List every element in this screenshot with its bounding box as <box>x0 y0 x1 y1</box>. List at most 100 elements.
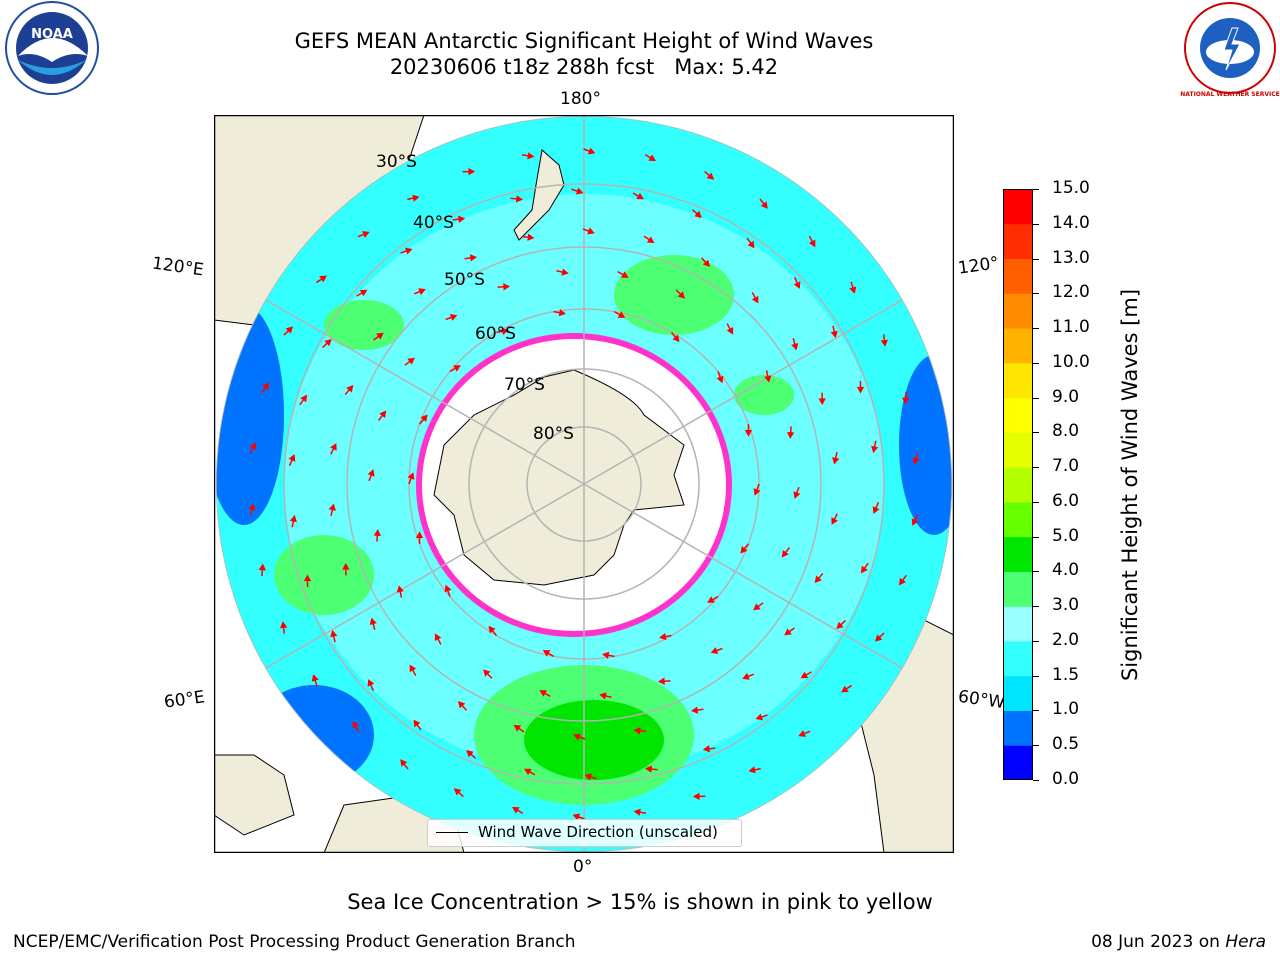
wave-direction-arrowhead <box>748 766 756 774</box>
colorbar-tick-label: 10.0 <box>1052 351 1090 372</box>
wave-direction-arrowhead <box>793 281 801 289</box>
wave-direction-arrowhead <box>396 585 404 593</box>
wave-direction-arrowhead <box>702 259 711 267</box>
colorbar-tick-mark <box>1033 536 1039 538</box>
colorbar-tick-mark <box>1033 780 1039 781</box>
wave-direction-arrowhead <box>458 215 466 223</box>
wave-direction-arrowhead <box>849 286 857 294</box>
wave-direction-arrowhead <box>636 192 644 200</box>
wave-direction-arrowhead <box>690 706 699 714</box>
wave-direction-arrowhead <box>659 632 667 641</box>
wave-direction-arrowhead <box>753 603 761 611</box>
wave-direction-arrowhead <box>501 327 509 336</box>
wave-direction-arrowhead <box>330 629 338 638</box>
wave-direction-arrowhead <box>726 326 734 335</box>
wave-direction-arrowhead <box>346 385 354 393</box>
wave-direction-arrowhead <box>420 414 428 423</box>
wave-direction-arrowhead <box>760 201 768 209</box>
colorbar-tick-mark <box>1033 640 1039 642</box>
wave-direction-arrowhead <box>324 339 332 347</box>
wave-direction-arrowhead <box>469 254 478 262</box>
wave-direction-arrowhead <box>561 268 569 276</box>
wave-direction-arrowhead <box>617 311 626 318</box>
noaa-logo-text: NOAA <box>31 27 73 42</box>
colorbar-tick-mark <box>1033 467 1039 469</box>
footer-host: Hera <box>1225 932 1266 952</box>
footer-date-text: 08 Jun 2023 on <box>1091 932 1226 952</box>
wave-direction-arrowhead <box>692 792 700 801</box>
wave-direction-arrowhead <box>483 669 491 677</box>
wave-direction-arrowhead <box>527 152 535 160</box>
land-antarctica <box>433 369 685 586</box>
colorbar-tick-label: 0.0 <box>1052 769 1080 789</box>
wave-direction-arrowhead <box>407 472 415 480</box>
wave-direction-arrowhead <box>503 283 511 291</box>
lat-label-50s: 50°S <box>444 270 485 290</box>
colorbar-tick-mark <box>1033 397 1039 399</box>
colorbar-tick-label: 11.0 <box>1052 317 1090 338</box>
wave-direction-arrowhead <box>787 431 795 439</box>
footer-date: 08 Jun 2023 on Hera <box>1091 932 1266 952</box>
wave-direction-arrowhead <box>288 454 296 462</box>
wave-direction-arrowhead <box>755 713 763 721</box>
colorbar-tick-mark <box>1033 258 1039 260</box>
wave-direction-arrowhead <box>798 730 806 737</box>
wave-direction-arrowhead <box>808 239 816 248</box>
lat-label-80s: 80°S <box>533 424 574 444</box>
wave-direction-arrowhead <box>453 365 461 372</box>
wave-direction-arrowhead <box>898 577 906 586</box>
colorbar-tick-mark <box>1033 606 1039 608</box>
colorbar <box>1003 189 1033 780</box>
colorbar-border <box>1003 189 1033 780</box>
wave-direction-arrowhead <box>575 187 584 195</box>
colorbar-segment <box>1003 467 1033 503</box>
wave-direction-arrowhead <box>444 584 452 593</box>
colorbar-tick-mark <box>1033 501 1039 503</box>
colorbar-segment <box>1003 710 1033 746</box>
wave-direction-arrowhead <box>415 531 424 538</box>
wave-direction-arrowhead <box>602 651 610 659</box>
legend-label: Wind Wave Direction (unscaled) <box>478 823 718 841</box>
sea-ice-note: Sea Ice Concentration > 15% is shown in … <box>347 890 933 914</box>
nws-logo: NATIONAL WEATHER SERVICE <box>1180 2 1280 98</box>
wave-direction-arrowhead <box>405 247 413 255</box>
wave-direction-arrowhead <box>621 271 629 278</box>
polar-map <box>214 115 954 853</box>
wave-direction-arrowhead <box>716 375 724 384</box>
colorbar-tick-label: 4.0 <box>1052 560 1080 581</box>
colorbar-tick-label: 1.5 <box>1052 664 1080 685</box>
colorbar-segment <box>1003 397 1033 433</box>
wave-direction-arrowhead <box>912 457 920 465</box>
footer-credit: NCEP/EMC/Verification Post Processing Pr… <box>13 932 576 952</box>
wave-direction-arrowhead <box>524 768 532 776</box>
wave-direction-arrowhead <box>330 443 337 451</box>
colorbar-tick-label: 3.0 <box>1052 595 1080 616</box>
wave-direction-arrowhead <box>791 343 799 351</box>
colorbar-segment <box>1003 328 1033 364</box>
colorbar-tick-label: 14.0 <box>1052 212 1090 233</box>
wave-direction-arrowhead <box>367 469 375 477</box>
colorbar-tick-label: 15.0 <box>1052 178 1090 198</box>
colorbar-tick-label: 1.0 <box>1052 699 1080 720</box>
wave-direction-arrowhead <box>319 275 327 283</box>
wave-direction-arrowhead <box>285 326 294 334</box>
wave-direction-arrowhead <box>527 233 535 241</box>
wave-direction-arrowhead <box>376 332 384 340</box>
wave-direction-arrowhead <box>512 806 520 814</box>
wave-direction-arrowhead <box>841 685 849 693</box>
colorbar-tick-mark <box>1033 189 1039 190</box>
colorbar-tick-label: 12.0 <box>1052 282 1090 303</box>
colorbar-tick-label: 13.0 <box>1052 247 1090 268</box>
chart-subtitle: 20230606 t18z 288h fcst Max: 5.42 <box>389 55 779 79</box>
wave-direction-arrowhead <box>814 575 822 583</box>
wave-direction-arrowhead <box>466 750 474 758</box>
wave-direction-arrowhead <box>311 674 319 682</box>
lat-label-70s: 70°S <box>504 375 545 395</box>
wave-direction-arrowhead <box>648 154 656 162</box>
wave-direction-arrowhead <box>572 813 581 821</box>
wave-direction-arrowhead <box>747 240 755 249</box>
wave-direction-arrowhead <box>633 808 641 816</box>
wave-direction-arrowhead <box>367 679 375 687</box>
wave-direction-arrowhead <box>830 330 838 339</box>
colorbar-tick-mark <box>1033 432 1039 434</box>
